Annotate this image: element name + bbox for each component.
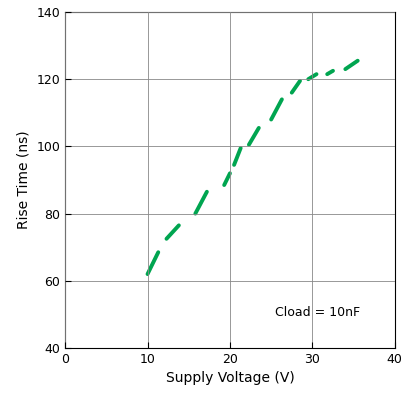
X-axis label: Supply Voltage (V): Supply Voltage (V) <box>166 372 294 386</box>
Text: Cload = 10nF: Cload = 10nF <box>275 306 361 320</box>
Y-axis label: Rise Time (ns): Rise Time (ns) <box>17 131 31 229</box>
